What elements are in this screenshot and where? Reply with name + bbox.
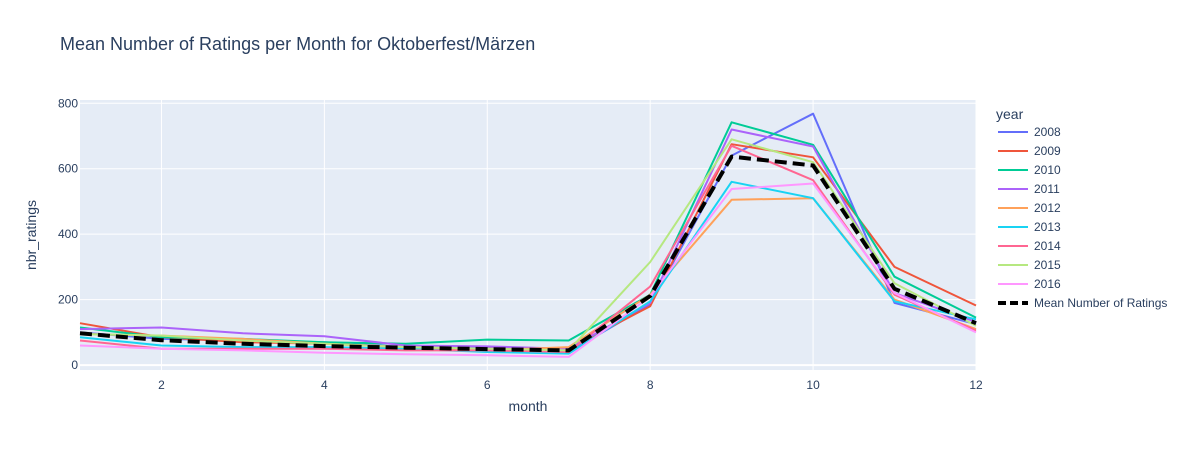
series-line-2013[interactable] <box>79 180 977 355</box>
x-tick-label: 8 <box>647 378 654 392</box>
x-tick-labels: 2 4 6 8 10 12 <box>158 378 983 392</box>
legend-item-label[interactable]: 2015 <box>1034 258 1061 272</box>
x-tick-label: 6 <box>484 378 491 392</box>
legend-item-label[interactable]: 2012 <box>1034 201 1061 215</box>
series-line-2011[interactable] <box>79 128 977 350</box>
legend-item-label[interactable]: 2010 <box>1034 163 1061 177</box>
legend-item-label[interactable]: 2009 <box>1034 144 1061 158</box>
series-lines[interactable] <box>79 112 977 358</box>
legend-title: year <box>996 106 1024 122</box>
x-axis-title: month <box>509 398 548 414</box>
y-tick-label: 600 <box>58 162 78 176</box>
x-tick-label: 2 <box>158 378 165 392</box>
grid-lines <box>80 100 977 370</box>
y-tick-label: 0 <box>71 358 78 372</box>
x-tick-label: 12 <box>969 378 983 392</box>
y-axis-title: nbr_ratings <box>23 200 39 270</box>
series-line-2016[interactable] <box>79 182 977 358</box>
y-tick-labels: 0 200 400 600 800 <box>58 96 78 372</box>
legend-item-label[interactable]: 2008 <box>1034 125 1061 139</box>
series-line-mean-number-of-ratings[interactable] <box>79 154 977 353</box>
legend-item-label[interactable]: 2016 <box>1034 277 1061 291</box>
x-tick-label: 4 <box>321 378 328 392</box>
legend-item-label[interactable]: 2014 <box>1034 239 1061 253</box>
x-tick-label: 10 <box>806 378 820 392</box>
y-tick-label: 200 <box>58 293 78 307</box>
series-line-2015[interactable] <box>79 138 977 352</box>
legend: year 2008 2009 2010 2011 2012 2013 2014 2015 201… <box>996 106 1167 310</box>
y-tick-label: 800 <box>58 96 78 110</box>
series-line-2014[interactable] <box>79 144 977 353</box>
legend-item-label[interactable]: 2013 <box>1034 220 1061 234</box>
legend-item-label[interactable]: Mean Number of Ratings <box>1034 296 1167 310</box>
chart-title: Mean Number of Ratings per Month for Okt… <box>60 34 536 54</box>
y-tick-label: 400 <box>58 227 78 241</box>
legend-item-label[interactable]: 2011 <box>1034 182 1060 196</box>
